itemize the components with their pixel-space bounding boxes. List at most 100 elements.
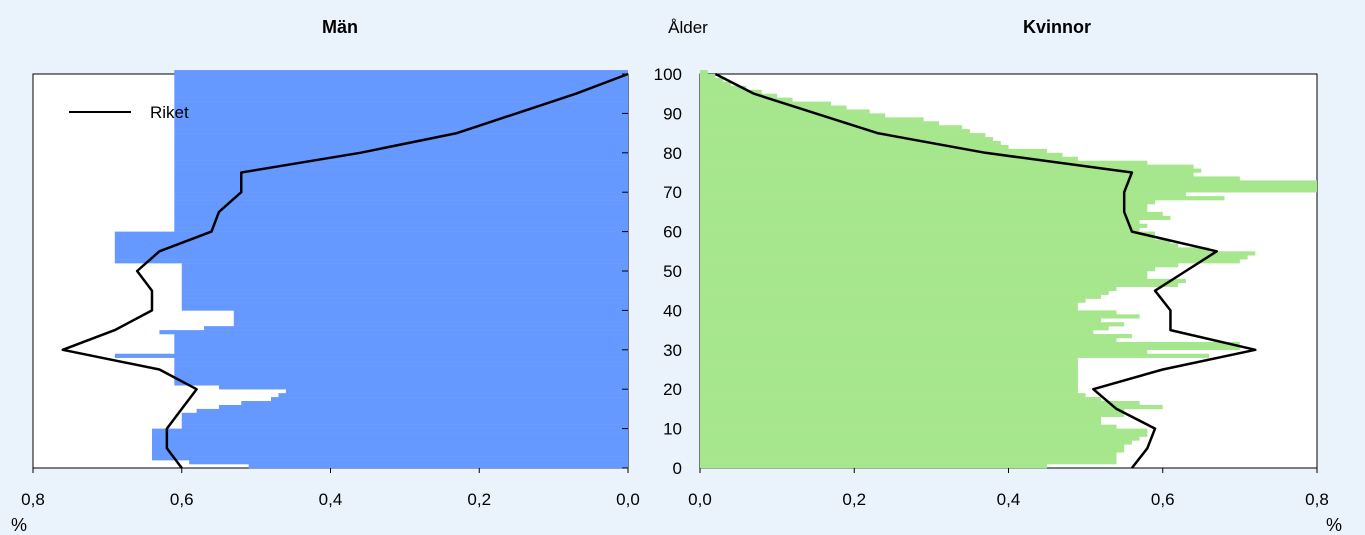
women-bar-age-54	[700, 251, 1256, 256]
age-tick-label: 100	[654, 65, 682, 84]
men-bar-age-56	[114, 243, 628, 248]
women-bar-age-10	[700, 424, 1117, 429]
women-bar-age-15	[700, 404, 1163, 410]
women-bar-age-39	[700, 310, 1117, 315]
men-bar-age-32	[174, 337, 628, 343]
women-x-tick-label: 0,2	[842, 490, 866, 509]
women-bar-age-50	[700, 267, 1156, 272]
men-bar-age-4	[152, 448, 628, 453]
men-bar-age-21	[174, 381, 628, 386]
men-bar-age-67	[174, 200, 628, 205]
men-bar-age-94	[174, 93, 628, 98]
men-x-tick-label: 0,8	[21, 490, 45, 509]
women-x-tick-label: 0,0	[688, 490, 712, 509]
women-bar-age-65	[700, 207, 1148, 213]
women-bar-age-99	[700, 74, 716, 79]
men-bar-age-42	[181, 298, 628, 303]
women-bar-age-80	[700, 148, 1048, 154]
legend: Riket	[69, 103, 189, 122]
men-bar-age-100	[174, 70, 628, 75]
women-bar-age-64	[700, 211, 1163, 217]
men-bar-age-73	[174, 176, 628, 181]
women-bar-age-100	[700, 70, 708, 75]
men-bar-age-41	[181, 302, 628, 307]
men-bar-age-30	[174, 345, 628, 351]
women-bar-age-52	[700, 259, 1240, 264]
women-bar-age-76	[700, 164, 1194, 169]
men-bar-age-97	[174, 81, 628, 87]
women-bar-age-29	[700, 349, 1148, 354]
women-bar-age-88	[700, 117, 924, 122]
women-bar-age-23	[700, 373, 1078, 378]
men-bar-age-88	[174, 117, 628, 122]
men-bar-age-51	[181, 263, 628, 268]
women-x-ticks: 0,0 0,2 0,4 0,6 0,8	[688, 468, 1329, 509]
women-bar-age-83	[700, 137, 994, 142]
women-bar-age-70	[700, 188, 1317, 193]
men-bar-age-57	[114, 239, 628, 244]
women-bar-age-44	[700, 290, 1109, 295]
women-bar-age-95	[700, 89, 762, 94]
women-bar-age-84	[700, 133, 986, 138]
men-bar-age-61	[174, 223, 628, 228]
women-bar-age-97	[700, 81, 731, 87]
men-bar-age-50	[181, 267, 628, 272]
men-bar-age-31	[174, 341, 628, 347]
men-bar-age-91	[174, 105, 628, 110]
men-bar-age-76	[174, 164, 628, 169]
women-bar-age-30	[700, 345, 1240, 351]
men-bar-age-83	[174, 137, 628, 142]
men-bar-age-70	[174, 188, 628, 193]
women-bar-age-72	[700, 180, 1317, 185]
men-bar-age-37	[233, 318, 628, 323]
women-bar-age-22	[700, 377, 1078, 382]
men-bar-age-99	[174, 74, 628, 79]
men-bar-age-24	[174, 369, 628, 374]
women-bar-age-8	[700, 432, 1148, 437]
men-bar-age-35	[204, 326, 628, 331]
men-bar-age-40	[181, 306, 628, 311]
women-bar-age-6	[700, 440, 1132, 445]
women-bar-age-82	[700, 140, 1001, 146]
men-bar-age-79	[174, 152, 628, 157]
men-bar-age-62	[174, 219, 628, 224]
men-bar-age-49	[181, 271, 628, 276]
men-bar-age-8	[152, 432, 628, 437]
women-bar-age-91	[700, 105, 847, 110]
men-bar-age-58	[114, 235, 628, 240]
men-x-tick-label: 0,2	[467, 490, 491, 509]
men-bar-age-64	[174, 211, 628, 217]
age-tick-label: 40	[663, 301, 682, 320]
men-bar-age-34	[159, 330, 628, 335]
women-bar-age-32	[700, 337, 1117, 343]
women-bar-age-49	[700, 271, 1148, 276]
men-bar-age-0	[248, 464, 628, 469]
men-bar-age-52	[114, 259, 628, 264]
women-bar-age-5	[700, 444, 1125, 449]
women-bar-age-87	[700, 121, 940, 126]
women-bar-age-77	[700, 160, 1148, 165]
women-bar-age-90	[700, 109, 870, 114]
women-bar-age-71	[700, 184, 1317, 189]
men-bar-age-44	[181, 290, 628, 295]
men-bar-age-59	[114, 231, 628, 236]
women-bar-age-18	[700, 393, 1086, 398]
women-bar-age-12	[700, 416, 1102, 421]
men-bar-age-86	[174, 125, 628, 130]
men-bar-age-3	[152, 452, 628, 457]
men-bar-age-65	[174, 207, 628, 213]
men-bar-age-80	[174, 148, 628, 154]
women-bar-age-81	[700, 144, 1009, 150]
men-x-tick-label: 0,4	[319, 490, 343, 509]
women-bar-age-34	[700, 330, 1094, 335]
men-line-layer	[61, 72, 629, 469]
men-bar-age-66	[174, 204, 628, 209]
women-bar-age-73	[700, 176, 1240, 181]
men-bar-age-84	[174, 133, 628, 138]
women-bar-age-78	[700, 156, 1078, 161]
age-tick-label: 70	[663, 183, 682, 202]
women-bar-age-56	[700, 243, 1179, 248]
women-bar-age-37	[700, 318, 1102, 323]
women-bar-age-85	[700, 129, 970, 134]
